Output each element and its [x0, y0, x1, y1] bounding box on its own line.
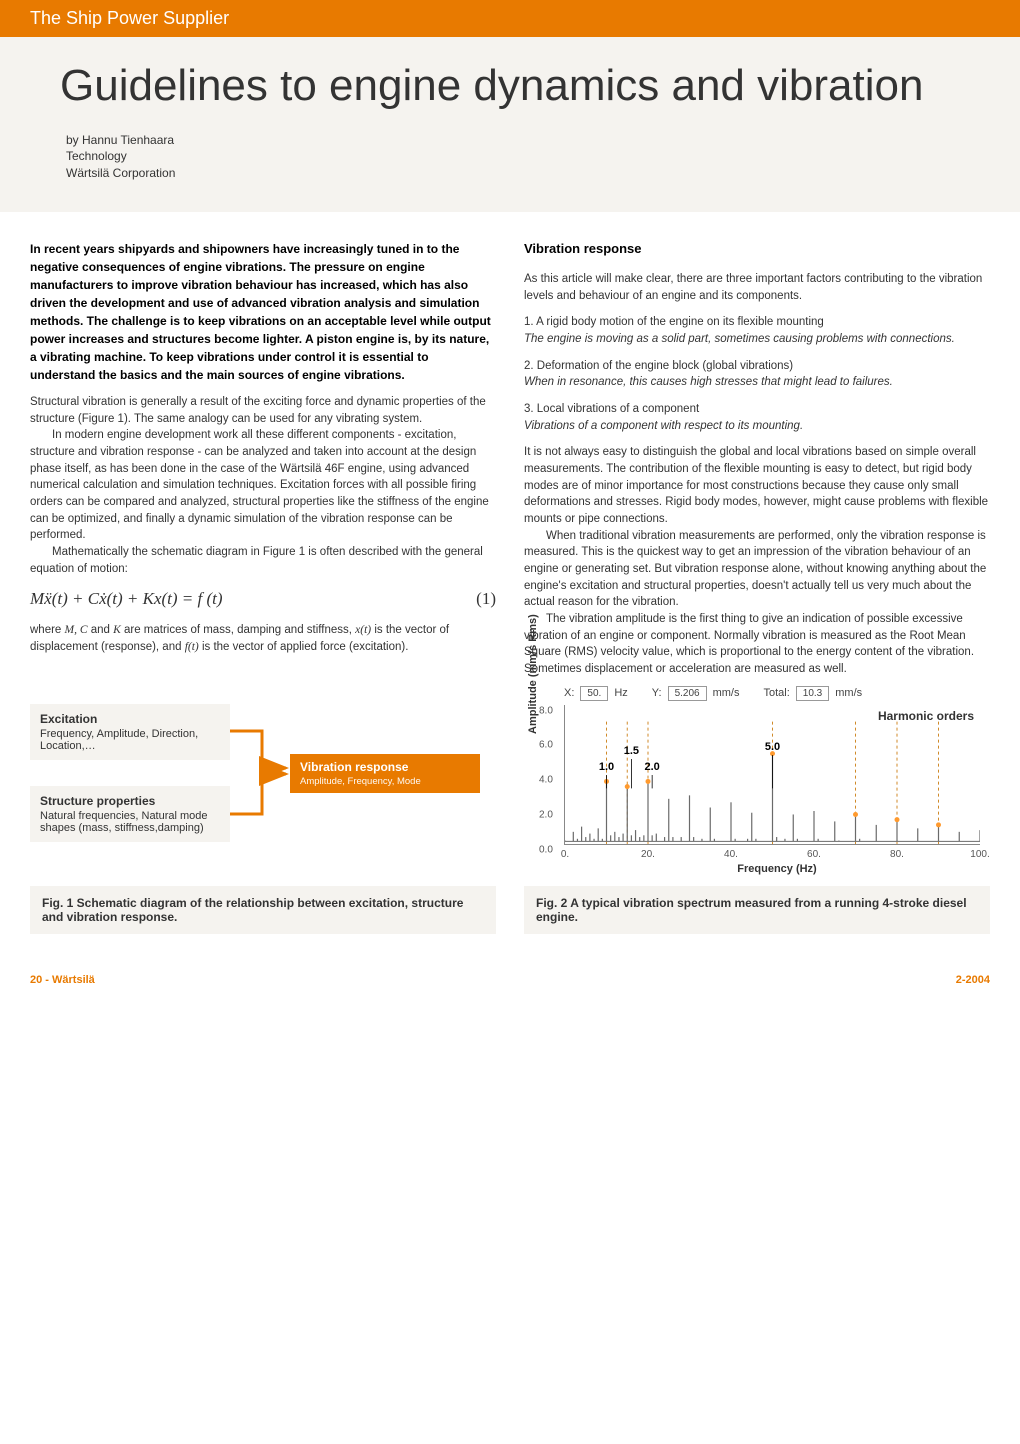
right-p3: When traditional vibration measurements …: [524, 528, 990, 611]
content-columns: In recent years shipyards and shipowners…: [0, 212, 1020, 678]
harmonic-orders-title: Harmonic orders: [878, 709, 974, 723]
readout-y-value: 5.206: [668, 686, 707, 701]
right-column: Vibration response As this article will …: [524, 240, 990, 678]
response-title: Vibration response: [300, 760, 470, 774]
fig2-chart: X: 50. Hz Y: 5.206 mm/s Total: 10.3 mm/s…: [524, 686, 990, 876]
left-p4: where M, C and K are matrices of mass, d…: [30, 622, 496, 655]
readout-total-value: 10.3: [796, 686, 829, 701]
page-footer: 20 - Wärtsilä 2-2004: [0, 934, 1020, 1002]
txt: is the vector of applied force (excitati…: [199, 641, 409, 653]
structure-body: Natural frequencies, Natural mode shapes…: [40, 810, 220, 834]
item-1-desc: The engine is moving as a solid part, so…: [524, 331, 990, 348]
title-section: Guidelines to engine dynamics and vibrat…: [0, 37, 1020, 212]
fig1-diagram: Excitation Frequency, Amplitude, Directi…: [30, 686, 496, 876]
txt: and: [88, 624, 114, 636]
author-dept: Technology: [66, 148, 960, 165]
fig1-response-box: Vibration response Amplitude, Frequency,…: [290, 754, 480, 793]
fig1-structure-box: Structure properties Natural frequencies…: [30, 786, 230, 842]
item-3-desc: Vibrations of a component with respect t…: [524, 418, 990, 435]
banner-text: The Ship Power Supplier: [30, 8, 229, 28]
article-title: Guidelines to engine dynamics and vibrat…: [60, 61, 960, 112]
chart-plot-area: Amplitude (mm/s Rms) Harmonic orders 0.0…: [564, 705, 980, 845]
fig2-caption: Fig. 2 A typical vibration spectrum meas…: [524, 886, 990, 934]
top-banner: The Ship Power Supplier: [0, 0, 1020, 37]
item-3-title: 3. Local vibrations of a component: [524, 401, 990, 418]
item-2-title: 2. Deformation of the engine block (glob…: [524, 358, 990, 375]
author-name: by Hannu Tienhaara: [66, 132, 960, 149]
footer-right: 2-2004: [956, 974, 990, 986]
structure-title: Structure properties: [40, 794, 220, 808]
var-ft: f(t): [185, 641, 199, 653]
excitation-body: Frequency, Amplitude, Direction, Locatio…: [40, 728, 220, 752]
vibration-response-heading: Vibration response: [524, 240, 990, 259]
spectrum-svg: [565, 705, 980, 844]
item-1: 1. A rigid body motion of the engine on …: [524, 314, 990, 347]
left-column: In recent years shipyards and shipowners…: [30, 240, 496, 678]
item-2-desc: When in resonance, this causes high stre…: [524, 374, 990, 391]
footer-left: 20 - Wärtsilä: [30, 974, 95, 986]
readout-x-value: 50.: [580, 686, 608, 701]
var-xt: x(t): [355, 624, 371, 636]
intro-paragraph: In recent years shipyards and shipowners…: [30, 240, 496, 384]
item-1-title: 1. A rigid body motion of the engine on …: [524, 314, 990, 331]
txt: where: [30, 624, 65, 636]
figure-2: X: 50. Hz Y: 5.206 mm/s Total: 10.3 mm/s…: [524, 686, 990, 934]
equation-number: (1): [476, 587, 496, 612]
left-p2: In modern engine development work all th…: [30, 427, 496, 544]
readout-x-label: X:: [564, 687, 574, 699]
chart-readout: X: 50. Hz Y: 5.206 mm/s Total: 10.3 mm/s: [564, 686, 990, 701]
fig1-excitation-box: Excitation Frequency, Amplitude, Directi…: [30, 704, 230, 760]
readout-total-label: Total:: [763, 687, 789, 699]
figures-row: Excitation Frequency, Amplitude, Directi…: [0, 678, 1020, 934]
fig1-caption: Fig. 1 Schematic diagram of the relation…: [30, 886, 496, 934]
readout-total-unit: mm/s: [835, 687, 862, 699]
equation-body: Mẍ(t) + Cẋ(t) + Kx(t) = f (t): [30, 587, 223, 612]
response-sub: Amplitude, Frequency, Mode: [300, 776, 470, 787]
excitation-title: Excitation: [40, 712, 220, 726]
item-3: 3. Local vibrations of a component Vibra…: [524, 401, 990, 434]
txt: are matrices of mass, damping and stiffn…: [121, 624, 355, 636]
var-mc: M, C: [65, 624, 88, 636]
readout-x-unit: Hz: [614, 687, 627, 699]
item-2: 2. Deformation of the engine block (glob…: [524, 358, 990, 391]
readout-y-label: Y:: [652, 687, 662, 699]
chart-x-label: Frequency (Hz): [564, 863, 990, 875]
chart-y-label: Amplitude (mm/s Rms): [527, 614, 539, 734]
figure-1: Excitation Frequency, Amplitude, Directi…: [30, 686, 496, 934]
right-p1: As this article will make clear, there a…: [524, 271, 990, 304]
readout-y-unit: mm/s: [713, 687, 740, 699]
left-p1: Structural vibration is generally a resu…: [30, 394, 496, 427]
right-p4: The vibration amplitude is the first thi…: [524, 611, 990, 678]
equation-of-motion: Mẍ(t) + Cẋ(t) + Kx(t) = f (t) (1): [30, 587, 496, 612]
author-company: Wärtsilä Corporation: [66, 165, 960, 182]
right-p2: It is not always easy to distinguish the…: [524, 444, 990, 527]
left-p3: Mathematically the schematic diagram in …: [30, 544, 496, 577]
var-k: K: [113, 624, 121, 636]
author-block: by Hannu Tienhaara Technology Wärtsilä C…: [66, 132, 960, 182]
